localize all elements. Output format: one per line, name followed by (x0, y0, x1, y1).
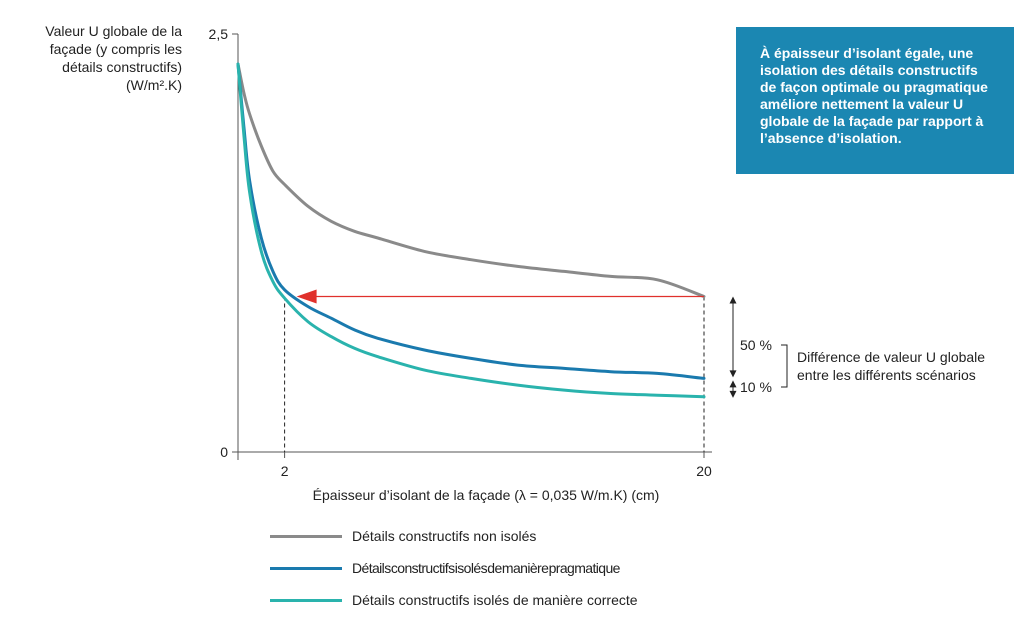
difference-annotation-text: Différence de valeur U globale entre les… (797, 349, 986, 383)
diff-label-10: 10 % (740, 379, 772, 395)
legend-label: Détails constructifs isolés de manière p… (352, 560, 620, 576)
legend-label: Détails constructifs isolés de manière c… (352, 592, 638, 608)
series-line-3 (236, 62, 706, 399)
callout-box: À épaisseur d’isolant égale, une isolati… (736, 27, 1014, 174)
y-axis-label-line: détails constructifs) (62, 59, 182, 75)
diff-bracket (781, 344, 788, 388)
diff-arrowhead-down (729, 370, 737, 378)
difference-markers: 50 % 10 % (729, 296, 788, 398)
y-tick-label: 0 (220, 444, 228, 460)
y-axis-label: Valeur U globale de la façade (y compris… (10, 22, 182, 94)
series-lines (236, 62, 706, 399)
y-axis-label-line: façade (y compris les (49, 41, 182, 57)
legend-swatch (270, 567, 342, 570)
legend-label: Détails constructifs non isolés (352, 528, 537, 544)
y-axis-label-line: (W/m².K) (126, 77, 182, 93)
diff-label-50: 50 % (740, 337, 772, 353)
series-line-1 (236, 62, 706, 298)
reference-arrow (296, 289, 704, 304)
legend-swatch (270, 535, 342, 538)
diff-arrowhead-up (729, 296, 737, 304)
axis-ticks: 2,5 0 2 20 (209, 26, 712, 479)
dashed-guides (284, 296, 705, 452)
y-axis-label-line: Valeur U globale de la (45, 23, 182, 39)
x-tick-label: 20 (696, 463, 712, 479)
y-tick-label: 2,5 (209, 26, 229, 42)
series-line-2 (236, 62, 706, 380)
x-tick-label: 2 (281, 463, 289, 479)
callout-text: À épaisseur d’isolant égale, une isolati… (760, 45, 988, 146)
legend-swatch (270, 599, 342, 602)
difference-annotation: Différence de valeur U globale entre les… (797, 348, 1012, 384)
arrow-head (296, 289, 317, 304)
x-axis-label: Épaisseur d’isolant de la façade (λ = 0,… (313, 487, 660, 503)
diff-arrowhead-up (729, 380, 737, 388)
diff-arrowhead-down (729, 390, 737, 398)
